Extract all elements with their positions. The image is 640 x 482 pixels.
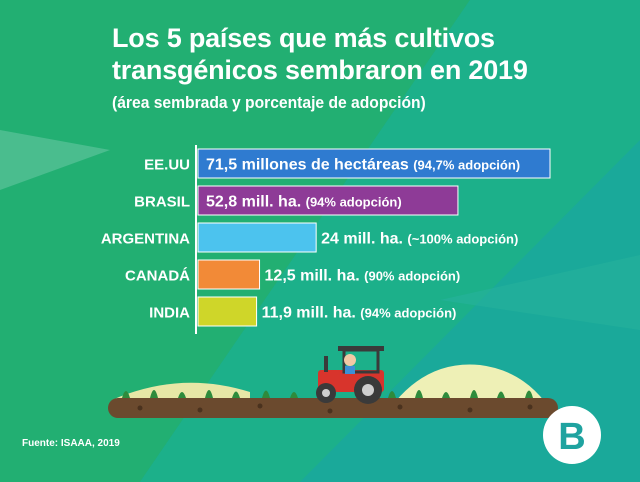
adoption-text-3: (90% adopción)	[364, 269, 460, 284]
category-label-2: ARGENTINA	[101, 231, 190, 248]
value-label-4: 11,9 mill. ha. (94% adopción)	[262, 305, 457, 322]
chart-subtitle: (área sembrada y porcentaje de adopción)	[112, 93, 426, 112]
source-note: Fuente: ISAAA, 2019	[22, 438, 120, 449]
brand-logo: B	[543, 406, 601, 464]
background-light-shape	[0, 130, 110, 190]
background-accent-shape	[440, 255, 640, 330]
background-band-mid	[140, 0, 640, 482]
bar-3	[197, 259, 261, 290]
value-text-3: 12,5 mill. ha.	[265, 268, 365, 285]
adoption-text-2: (~100% adopción)	[407, 232, 518, 247]
value-text-1: 52,8 mill. ha.	[206, 194, 306, 211]
tractor-icon	[316, 346, 384, 404]
value-text-4: 11,9 mill. ha.	[262, 305, 361, 322]
bar-2	[197, 222, 317, 253]
title-line-2: transgénicos sembraron en 2019	[112, 55, 528, 85]
chart-title: Los 5 países que más cultivos transgénic…	[112, 22, 528, 86]
adoption-text-4: (94% adopción)	[360, 306, 456, 321]
value-label-3: 12,5 mill. ha. (90% adopción)	[265, 268, 461, 285]
value-text-2: 24 mill. ha.	[321, 231, 407, 248]
adoption-text-1: (94% adopción)	[306, 195, 402, 210]
category-label-3: CANADÁ	[125, 268, 190, 285]
category-label-4: INDIA	[149, 305, 190, 322]
category-label-0: EE.UU	[144, 157, 190, 174]
bar-1	[197, 185, 459, 216]
adoption-text-0: (94,7% adopción)	[413, 158, 520, 173]
field-illustration	[108, 364, 558, 418]
logo-letter: B	[558, 416, 586, 458]
value-label-2: 24 mill. ha. (~100% adopción)	[321, 231, 518, 248]
bar-4	[197, 296, 258, 327]
bar-0	[197, 148, 551, 179]
value-label-0: 71,5 millones de hectáreas (94,7% adopci…	[206, 157, 520, 174]
category-label-1: BRASIL	[134, 194, 190, 211]
value-label-1: 52,8 mill. ha. (94% adopción)	[206, 194, 402, 211]
value-text-0: 71,5 millones de hectáreas	[206, 157, 413, 174]
title-line-1: Los 5 países que más cultivos	[112, 23, 495, 53]
